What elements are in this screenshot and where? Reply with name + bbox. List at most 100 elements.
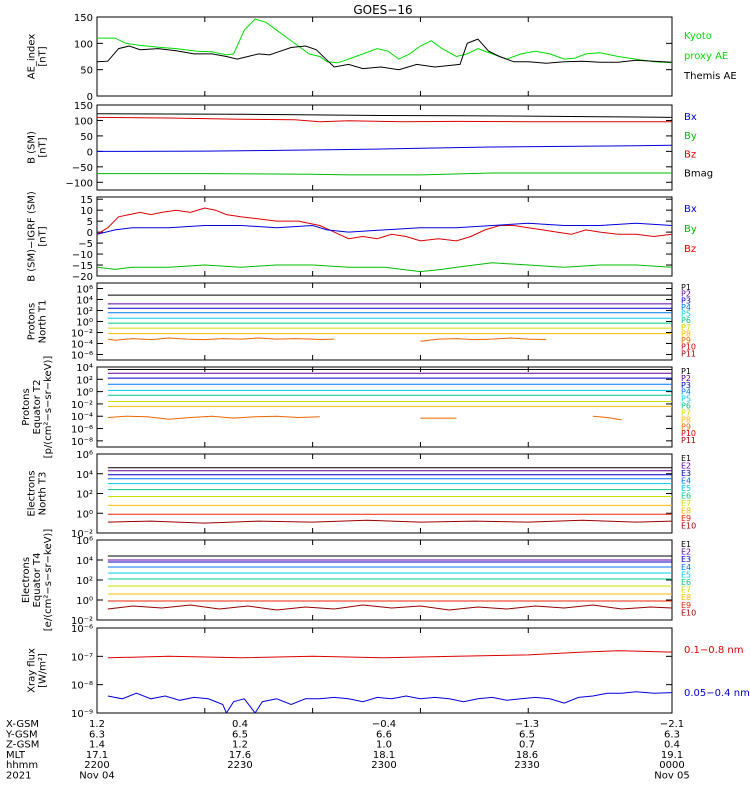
series-group bbox=[107, 555, 672, 611]
legend-entry: E2 bbox=[681, 548, 691, 557]
ephemeris-value: 6.5 bbox=[232, 729, 248, 740]
legend-entry: E1 bbox=[681, 540, 691, 549]
legend-entry: 0.1−0.8 nm bbox=[684, 645, 743, 656]
y-tick-label: 100 bbox=[74, 116, 93, 127]
panel-xray: 10⁻⁶ 10⁻⁷ 10⁻⁸ 10⁻⁹ Xray flux [W/m²] 0.1−0.8 n… bbox=[27, 624, 750, 720]
legend-entry: P2 bbox=[681, 290, 691, 299]
y-axis-label: Protons bbox=[27, 303, 38, 340]
y-tick-label: 0 bbox=[87, 147, 93, 158]
ephemeris-value: 0.4 bbox=[232, 719, 248, 730]
legend-entry: E9 bbox=[681, 601, 691, 610]
legend-entry: P8 bbox=[681, 415, 691, 424]
legend-entry: P5 bbox=[681, 310, 691, 319]
panel-bsm: 150 100 50 0 −50 −100 B (SM) [nT] Bx By Bz Bmag bbox=[27, 101, 713, 191]
ephemeris-value: 18.1 bbox=[373, 750, 395, 761]
legend-entry: P1 bbox=[681, 283, 691, 292]
y-axis-label: AE_index bbox=[27, 34, 38, 80]
series-group bbox=[97, 207, 672, 273]
series-line bbox=[97, 116, 672, 123]
y-axis-label: Protons bbox=[21, 388, 32, 425]
legend-entry: Bz bbox=[684, 244, 696, 255]
series-line bbox=[107, 337, 335, 341]
legend-entry: E2 bbox=[681, 462, 691, 471]
y-axis-label: [p/(cm²−s−sr−keV)] bbox=[43, 356, 54, 459]
ephemeris-value: 1.4 bbox=[89, 740, 105, 751]
ephemeris-label: hhmm bbox=[6, 760, 38, 771]
y-tick-label: 10⁻⁸ bbox=[71, 437, 93, 448]
y-axis-label: Equator T4 bbox=[32, 553, 43, 608]
ephemeris-label: X-GSM bbox=[6, 719, 39, 730]
legend-entry: P11 bbox=[681, 349, 696, 358]
legend-entry: E4 bbox=[681, 477, 691, 486]
y-tick-label: −100 bbox=[66, 178, 93, 189]
legend-entry: E8 bbox=[681, 593, 691, 602]
ephemeris-value: 18.6 bbox=[516, 750, 538, 761]
y-tick-label: 10² bbox=[76, 576, 93, 587]
legend-entry: P8 bbox=[681, 329, 691, 338]
y-tick-label: 10⁴ bbox=[76, 470, 93, 481]
legend-entry: E1 bbox=[681, 454, 691, 463]
series-line bbox=[592, 415, 622, 421]
series-line bbox=[97, 262, 672, 273]
legend-entry: P4 bbox=[681, 388, 691, 397]
panel-frame bbox=[96, 196, 673, 277]
panel-frame bbox=[96, 539, 673, 621]
y-tick-label: 10² bbox=[76, 490, 93, 501]
ephemeris-value: 17.6 bbox=[229, 750, 251, 761]
ephemeris-value: 19.1 bbox=[661, 750, 683, 761]
legend-entry: Themis AE bbox=[683, 71, 737, 82]
y-tick-label: 10⁴ bbox=[76, 296, 93, 307]
legend-entry: E3 bbox=[681, 555, 691, 564]
legend-entry: P3 bbox=[681, 296, 691, 305]
y-tick-label: 10⁻² bbox=[71, 329, 93, 340]
y-tick-label: 10⁻⁴ bbox=[71, 340, 93, 351]
legend-entry: P11 bbox=[681, 436, 696, 445]
series-group bbox=[107, 650, 672, 713]
y-tick-label: −5 bbox=[78, 239, 93, 250]
y-axis-label: Xray flux bbox=[27, 648, 38, 693]
y-tick-label: 50 bbox=[80, 66, 93, 77]
ephemeris-label: Z-GSM bbox=[6, 740, 39, 751]
y-tick-label: 0 bbox=[87, 92, 93, 103]
y-tick-label: 100 bbox=[74, 39, 93, 50]
y-tick-label: 10⁻² bbox=[71, 616, 93, 627]
series-line bbox=[97, 207, 672, 242]
y-tick-label: 10² bbox=[76, 375, 93, 386]
y-tick-label: 150 bbox=[74, 13, 93, 24]
legend-entry: E10 bbox=[681, 608, 696, 617]
y-tick-label: 10⁻² bbox=[71, 400, 93, 411]
series-line bbox=[420, 337, 547, 342]
ephemeris-label: MLT bbox=[6, 750, 26, 761]
legend-entry: P3 bbox=[681, 381, 691, 390]
legend-entry: E8 bbox=[681, 507, 691, 516]
ephemeris-value: Nov 05 bbox=[654, 771, 689, 782]
y-axis-label: [nT] bbox=[38, 46, 49, 66]
series-line bbox=[107, 691, 672, 713]
y-tick-label: 50 bbox=[80, 132, 93, 143]
series-line bbox=[97, 113, 672, 118]
legend-entry: 0.05−0.4 nm bbox=[684, 688, 750, 699]
legend-entry: E5 bbox=[681, 484, 691, 493]
legend-entry: proxy AE bbox=[684, 51, 728, 62]
ephemeris-value: 0.7 bbox=[519, 740, 535, 751]
y-tick-label: −20 bbox=[72, 272, 93, 283]
legend-entry: P9 bbox=[681, 336, 691, 345]
ephemeris-value: 0.4 bbox=[664, 740, 680, 751]
y-axis-label: North T3 bbox=[38, 472, 49, 516]
ephemeris-value: −1.3 bbox=[515, 719, 539, 730]
legend-entry: P2 bbox=[681, 374, 691, 383]
y-axis-label: Equator T2 bbox=[32, 380, 43, 435]
ephemeris-value: 6.3 bbox=[89, 729, 105, 740]
series-line bbox=[107, 415, 320, 420]
y-axis-label: [nT] bbox=[38, 226, 49, 246]
series-line bbox=[97, 18, 672, 64]
legend-entry: P10 bbox=[681, 343, 696, 352]
y-tick-label: 10² bbox=[76, 307, 93, 318]
y-tick-label: −10 bbox=[72, 250, 93, 261]
y-axis-label: [nT] bbox=[38, 137, 49, 157]
ephemeris-value: 17.1 bbox=[86, 750, 108, 761]
legend-entry: E3 bbox=[681, 469, 691, 478]
panel-frame bbox=[96, 282, 673, 361]
